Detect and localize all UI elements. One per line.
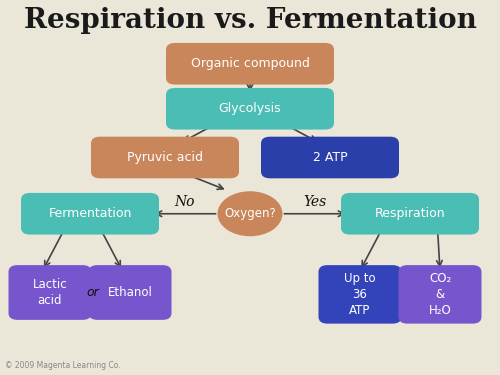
FancyBboxPatch shape <box>398 265 481 324</box>
Text: 2 ATP: 2 ATP <box>312 151 348 164</box>
FancyBboxPatch shape <box>88 265 172 320</box>
Text: Fermentation: Fermentation <box>48 207 132 220</box>
Text: Respiration: Respiration <box>374 207 446 220</box>
FancyBboxPatch shape <box>166 88 334 130</box>
FancyBboxPatch shape <box>261 137 399 178</box>
Text: Ethanol: Ethanol <box>108 286 152 299</box>
FancyBboxPatch shape <box>341 193 479 235</box>
Text: Oxygen?: Oxygen? <box>224 207 276 220</box>
Text: Yes: Yes <box>304 195 326 210</box>
Text: Pyruvic acid: Pyruvic acid <box>127 151 203 164</box>
Text: Up to
36
ATP: Up to 36 ATP <box>344 272 376 317</box>
Text: Respiration vs. Fermentation: Respiration vs. Fermentation <box>24 7 476 34</box>
Text: CO₂
&
H₂O: CO₂ & H₂O <box>428 272 452 317</box>
Text: or: or <box>86 286 99 299</box>
FancyBboxPatch shape <box>166 43 334 85</box>
FancyBboxPatch shape <box>91 137 239 178</box>
FancyBboxPatch shape <box>21 193 159 235</box>
Text: © 2009 Magenta Learning Co.: © 2009 Magenta Learning Co. <box>5 362 120 370</box>
Text: Lactic
acid: Lactic acid <box>32 278 68 307</box>
Text: Glycolysis: Glycolysis <box>218 102 282 115</box>
FancyBboxPatch shape <box>318 265 402 324</box>
FancyBboxPatch shape <box>8 265 91 320</box>
Text: No: No <box>175 195 195 210</box>
Text: Organic compound: Organic compound <box>190 57 310 70</box>
Ellipse shape <box>218 191 282 236</box>
